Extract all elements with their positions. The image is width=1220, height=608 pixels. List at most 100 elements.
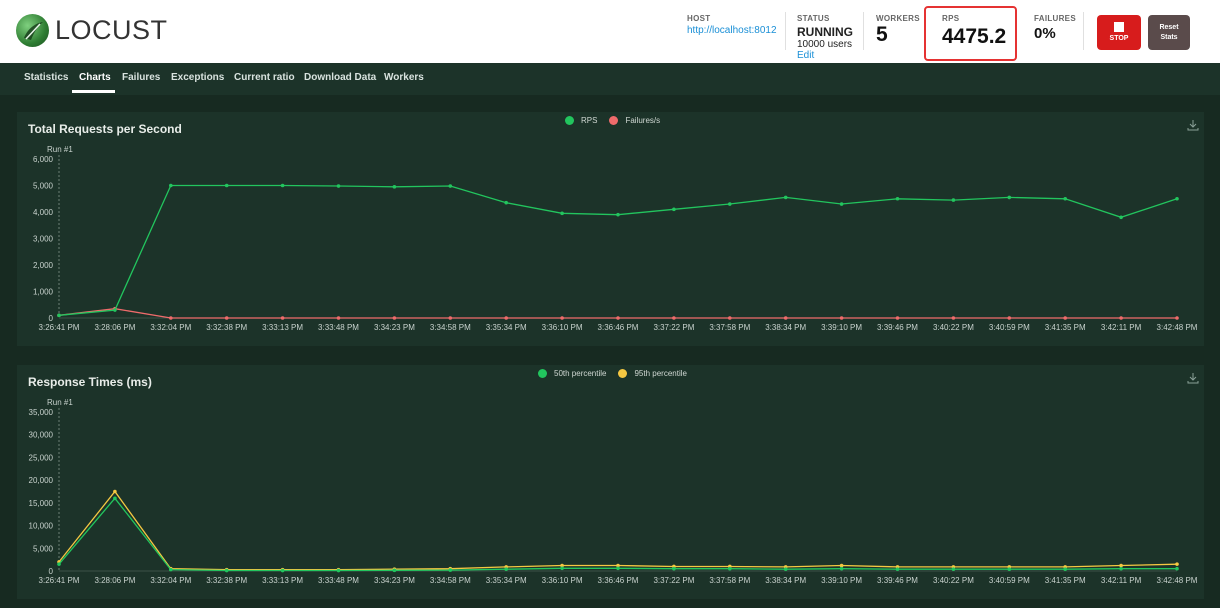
data-point	[1007, 567, 1012, 571]
y-tick-label: 4,000	[33, 208, 54, 217]
data-point	[951, 316, 956, 320]
chart-title: Total Requests per Second	[28, 122, 182, 136]
x-tick-label: 3:35:34 PM	[486, 323, 527, 332]
failures-label: FAILURES	[1034, 14, 1076, 23]
data-point	[728, 316, 732, 320]
tab-current-ratio[interactable]: Current ratio	[234, 72, 295, 83]
data-point	[783, 195, 788, 200]
data-point	[57, 562, 61, 566]
legend-dot-failures	[609, 116, 619, 125]
tab-failures[interactable]: Failures	[122, 72, 161, 83]
run-label: Run #1	[47, 145, 73, 154]
data-point	[336, 316, 341, 320]
x-tick-label: 3:42:11 PM	[1101, 323, 1142, 332]
legend-label-p50[interactable]: 50th percentile	[554, 369, 607, 378]
data-point	[224, 568, 229, 573]
locust-logo[interactable]: LOCUST	[16, 14, 168, 47]
legend-dot-p95	[618, 369, 628, 378]
data-point	[57, 313, 61, 318]
x-tick-label: 3:32:04 PM	[150, 323, 191, 332]
host-stat: HOST http://localhost:8012	[687, 14, 777, 36]
locust-logo-icon	[16, 14, 49, 47]
data-point	[560, 316, 564, 320]
series-line	[58, 184, 1178, 316]
chart-title: Response Times (ms)	[28, 375, 152, 389]
data-point	[448, 184, 453, 188]
data-point	[336, 568, 341, 573]
x-tick-label: 3:41:35 PM	[1045, 323, 1086, 332]
data-point	[616, 563, 620, 568]
data-point	[1063, 196, 1067, 201]
series-line	[58, 497, 1177, 572]
data-point	[504, 200, 509, 205]
response-times-chart: Run #1 0 5,000 10,000 15,000 20,000 25,000 30,0…	[29, 398, 1198, 585]
chart-legend: RPS Failures/s	[565, 116, 660, 125]
tab-statistics[interactable]: Statistics	[24, 72, 69, 83]
x-tick-label: 3:26:41 PM	[39, 323, 80, 332]
data-point	[560, 211, 564, 216]
y-tick-label: 0	[49, 314, 54, 323]
x-tick-label: 3:38:34 PM	[765, 576, 806, 585]
y-tick-label: 0	[49, 567, 54, 576]
x-tick-label: 3:37:22 PM	[653, 576, 694, 585]
divider	[863, 12, 864, 50]
x-tick-label: 3:36:10 PM	[542, 576, 583, 585]
data-point	[448, 568, 453, 572]
data-point	[280, 183, 285, 188]
rps-value: 4475.2	[942, 25, 1007, 48]
x-tick-label: 3:28:06 PM	[94, 576, 135, 585]
data-point	[560, 563, 564, 568]
data-point	[504, 316, 509, 320]
x-tick-label: 3:40:59 PM	[989, 323, 1030, 332]
x-tick-label: 3:32:38 PM	[206, 323, 247, 332]
workers-stat: WORKERS 5	[876, 14, 920, 47]
host-link[interactable]: http://localhost:8012	[687, 25, 777, 36]
download-icon[interactable]	[1187, 119, 1199, 131]
y-tick-label: 10,000	[29, 522, 54, 531]
tab-exceptions[interactable]: Exceptions	[171, 72, 225, 83]
download-icon[interactable]	[1187, 372, 1199, 384]
x-tick-label: 3:39:10 PM	[821, 323, 862, 332]
data-point	[1063, 567, 1067, 571]
x-tick-label: 3:42:48 PM	[1157, 576, 1198, 585]
data-point	[504, 567, 509, 571]
data-point	[113, 489, 117, 494]
data-point	[560, 566, 564, 571]
tab-download-data[interactable]: Download Data	[304, 72, 377, 83]
data-point	[839, 566, 844, 571]
x-tick-label: 3:33:48 PM	[318, 576, 359, 585]
rps-highlight-box	[924, 6, 1017, 61]
data-point	[224, 316, 229, 320]
top-bar: LOCUST HOST http://localhost:8012 STATUS…	[0, 0, 1220, 63]
y-tick-label: 1,000	[33, 288, 54, 297]
tab-workers[interactable]: Workers	[384, 72, 424, 83]
data-point	[616, 566, 620, 571]
x-tick-label: 3:36:10 PM	[542, 323, 583, 332]
data-point	[672, 207, 676, 212]
y-tick-label: 6,000	[33, 155, 54, 164]
tab-charts[interactable]: Charts	[79, 72, 111, 83]
x-tick-label: 3:42:11 PM	[1101, 576, 1142, 585]
reset-stats-button[interactable]: Reset Stats	[1148, 15, 1190, 50]
legend-label-failures[interactable]: Failures/s	[625, 116, 661, 125]
data-point	[616, 212, 620, 217]
run-label: Run #1	[47, 398, 73, 407]
data-point	[616, 316, 620, 320]
stop-button[interactable]: STOP	[1097, 15, 1141, 50]
x-tick-label: 3:34:23 PM	[374, 323, 415, 332]
y-tick-label: 5,000	[33, 182, 54, 191]
divider	[785, 12, 786, 50]
divider	[1083, 12, 1084, 50]
legend-label-p95[interactable]: 95th percentile	[634, 369, 687, 378]
legend-label-rps[interactable]: RPS	[581, 116, 598, 125]
data-point	[1007, 195, 1012, 200]
x-tick-label: 3:36:46 PM	[598, 323, 639, 332]
x-tick-label: 3:34:58 PM	[430, 323, 471, 332]
x-tick-label: 3:28:06 PM	[94, 323, 135, 332]
workers-value: 5	[876, 23, 888, 46]
response-times-chart-panel: Response Times (ms) 50th percentile 95th…	[17, 365, 1204, 599]
x-tick-label: 3:35:34 PM	[486, 576, 527, 585]
x-tick-label: 3:40:22 PM	[933, 323, 974, 332]
status-stat: STATUS RUNNING 10000 users Edit	[797, 14, 853, 61]
edit-link[interactable]: Edit	[797, 50, 815, 61]
